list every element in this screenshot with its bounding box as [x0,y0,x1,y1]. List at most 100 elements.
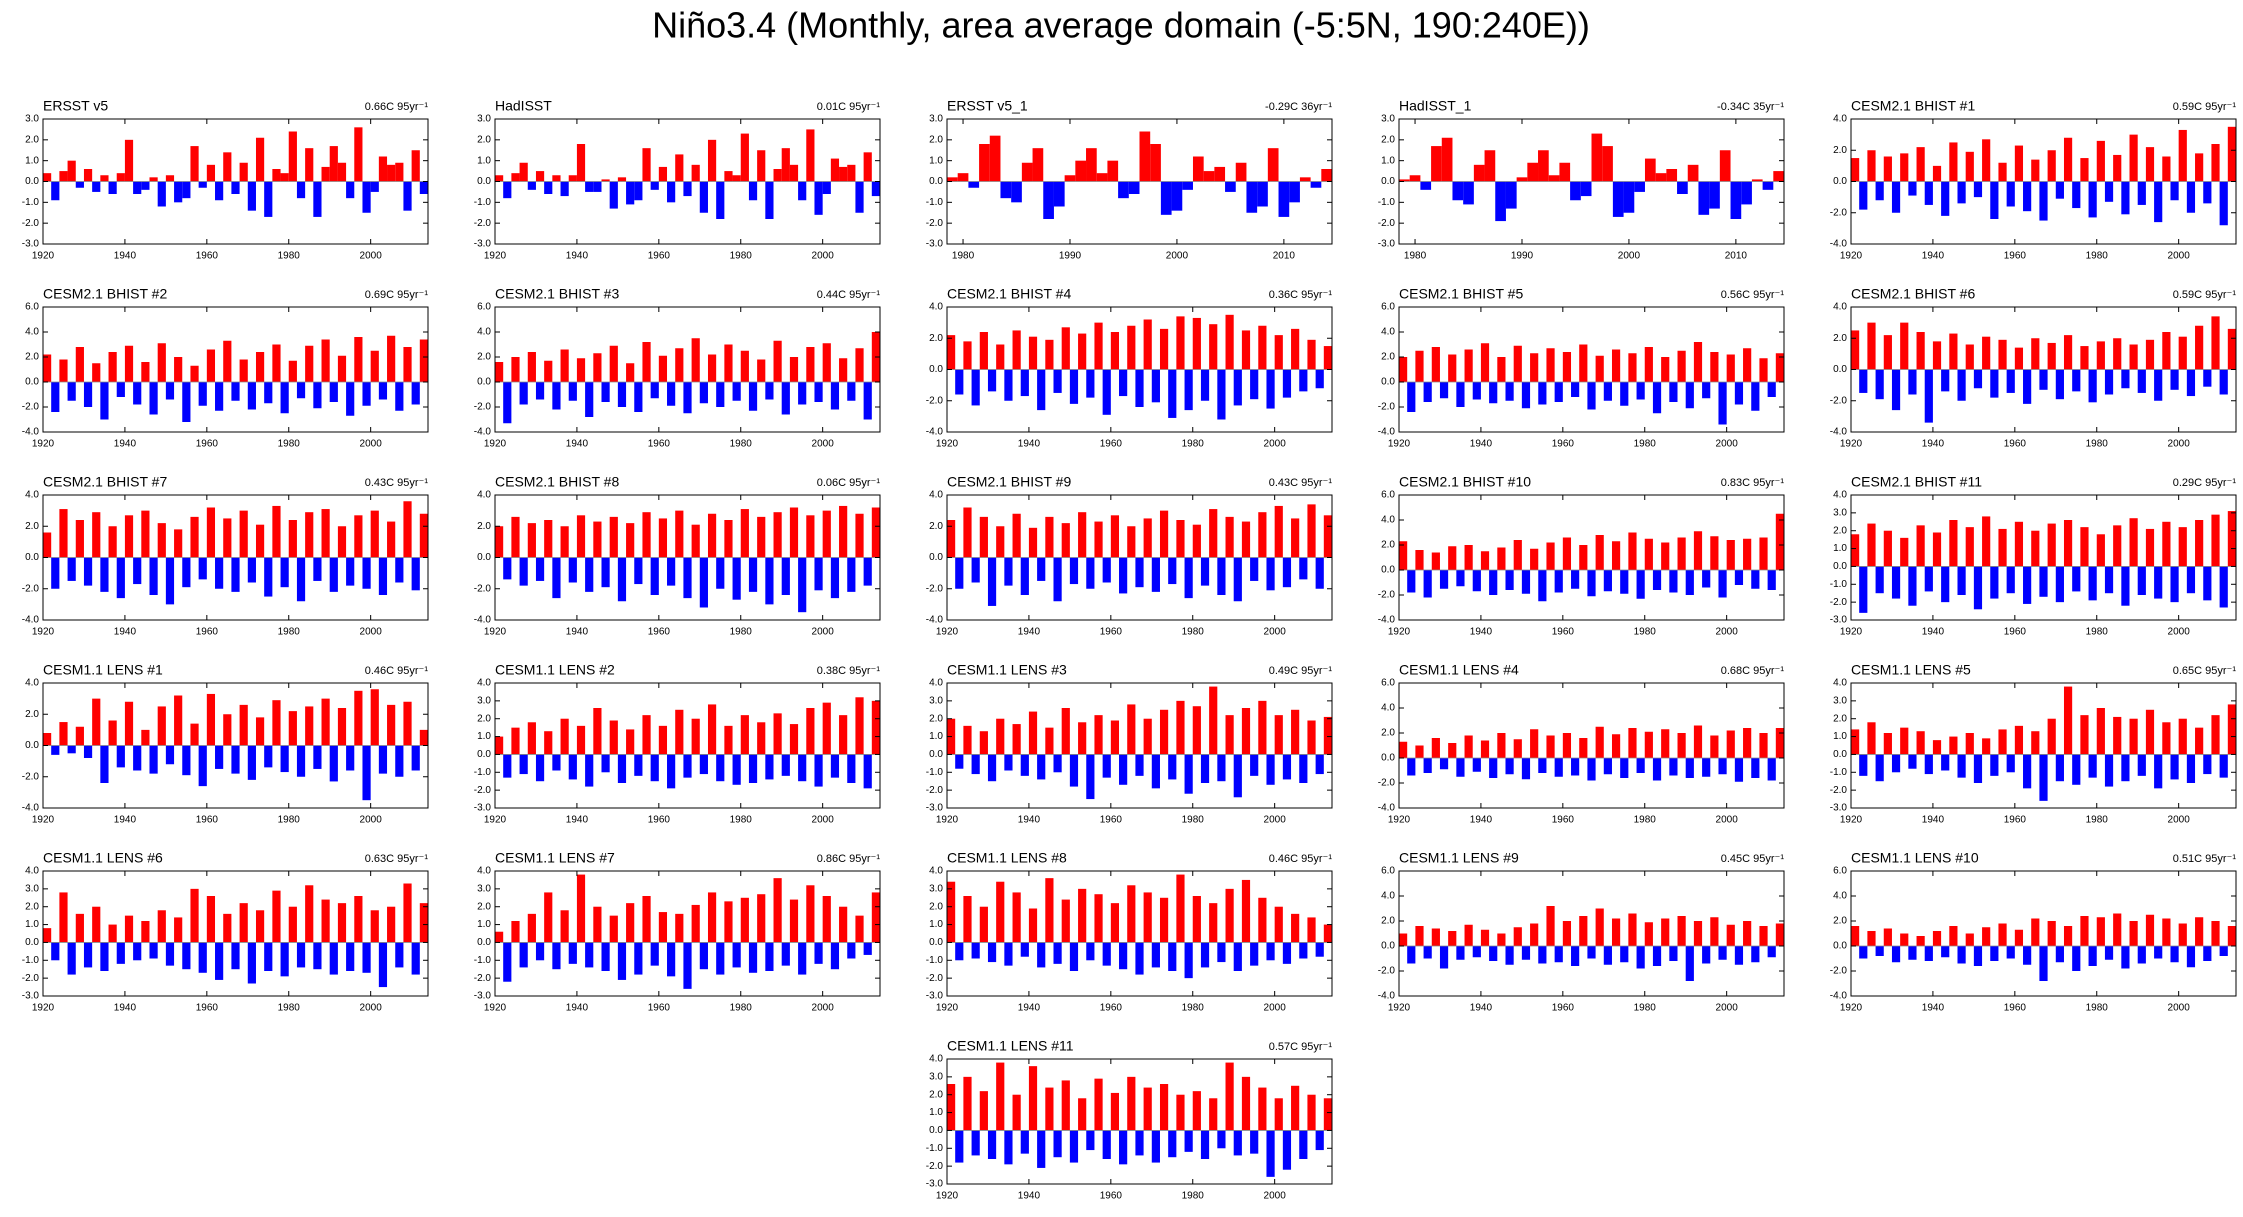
bar [2080,158,2089,182]
bar [1217,557,1226,595]
bar [2129,921,2138,946]
bar [1448,354,1457,382]
bar [2113,913,2122,946]
bar [239,704,248,746]
panel-subtitle: 0.56C 95yr⁻¹ [1721,289,1785,301]
x-tick-label: 2000 [360,251,383,262]
bar [544,181,553,194]
bar [996,344,1005,370]
bar [2023,369,2032,404]
bar [814,382,823,402]
panel: CESM1.1 LENS #1 0.46C 95yr⁻¹-4.0-2.00.02.… [22,662,429,826]
bar [75,913,84,943]
bar [296,181,306,199]
x-tick-label: 2000 [812,251,835,262]
bar [781,382,790,415]
bar [830,557,840,599]
bar [724,171,733,182]
bar [1875,369,1884,400]
bar [1000,181,1012,199]
bar [576,358,586,382]
bar [822,896,831,943]
y-tick-label: 0.0 [1833,941,1847,952]
bar [2104,946,2114,960]
bar [223,518,232,558]
bar [987,754,997,782]
bar [2178,527,2187,567]
bar [1726,924,1735,946]
y-tick-label: 3.0 [929,1071,943,1082]
bar [1734,382,1744,405]
y-tick-label: 4.0 [929,302,943,313]
y-tick-label: -1.0 [926,1143,944,1154]
bar [247,745,256,780]
bar [1439,382,1449,399]
y-tick-label: -2.0 [474,218,492,229]
bar [658,518,668,558]
y-tick-label: 0.0 [1381,176,1395,187]
y-tick-label: -2.0 [22,402,40,413]
y-tick-label: 4.0 [25,866,39,877]
bar [1431,738,1440,758]
bar [1143,518,1152,558]
y-tick-label: 2.0 [929,134,943,145]
bar [1069,942,1079,971]
x-tick-label: 1920 [484,815,507,826]
bar [2170,369,2179,390]
x-tick-label: 1980 [278,627,301,638]
bar [2104,566,2114,594]
plot-frame [946,870,1333,997]
bar [403,181,412,211]
bar [699,557,708,608]
bar [1634,181,1645,192]
bar [1603,946,1612,965]
panel-title: HadISST_1 [1399,98,1472,114]
y-tick-label: 0.0 [25,740,39,751]
bar [642,342,651,382]
bar [1107,160,1119,182]
bar [1883,530,1892,567]
x-tick-label: 1980 [278,1003,301,1014]
bar [337,708,347,746]
x-tick-label: 1960 [1100,815,1123,826]
bar [83,169,93,182]
bar [1064,175,1076,182]
bar [1636,382,1645,400]
y-tick-label: -4.0 [1378,615,1396,626]
bar [2211,144,2220,182]
bar [1291,518,1300,558]
bar [305,512,314,558]
bar [1990,369,1999,398]
bar [206,349,216,382]
panel: CESM2.1 BHIST #10 0.83C 95yr⁻¹-4.0-2.00.0… [1378,474,1785,638]
panel: CESM2.1 BHIST #2 0.69C 95yr⁻¹-4.0-2.00.02… [22,286,429,450]
x-tick-label: 1940 [1922,815,1945,826]
bar [1004,754,1013,771]
bar [1004,369,1013,401]
bar [1061,1080,1070,1131]
bar [765,942,774,971]
bar [1611,349,1621,382]
bar [247,942,256,984]
y-tick-label: 6.0 [477,302,491,313]
panel: CESM2.1 BHIST #7 0.43C 95yr⁻¹-4.0-2.00.02… [22,474,429,638]
y-tick-label: -2.0 [926,218,944,229]
bar [1559,162,1571,182]
bar [1982,139,1991,182]
bar [1431,928,1440,946]
bar [1883,733,1892,755]
bar [83,942,93,968]
bar [2055,566,2064,603]
bar [419,903,428,943]
y-tick-label: -3.0 [1378,239,1396,250]
bar [1924,946,1933,961]
x-tick-label: 1940 [1922,627,1945,638]
bar [2031,530,2040,567]
bar [1127,325,1136,370]
bar [2096,341,2105,370]
bar [971,557,980,583]
bar [2023,946,2032,965]
bar [411,745,420,771]
y-tick-label: 0.0 [1381,377,1395,388]
x-tick-label: 1990 [1059,251,1082,262]
